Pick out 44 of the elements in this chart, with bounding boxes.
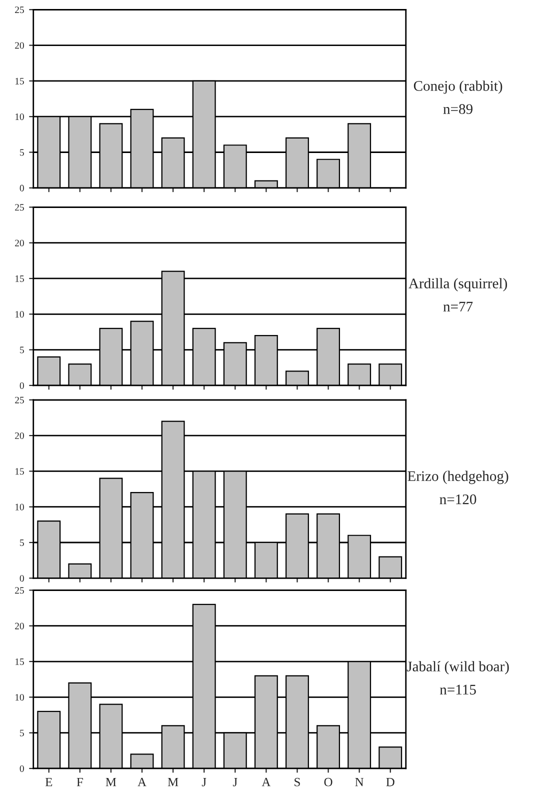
text: Jabalí (wild boar) <box>406 661 509 674</box>
y-tick-label: 15 <box>15 468 24 475</box>
text: n=77 <box>443 302 473 312</box>
y-tick-label: 5 <box>20 346 24 354</box>
y-tick-label: 15 <box>15 275 24 282</box>
y-tick-label: 0 <box>20 382 24 389</box>
x-tick-label: M <box>168 778 178 786</box>
x-tick-label: A <box>138 778 146 786</box>
y-tick-label: 5 <box>20 730 24 736</box>
x-tick-label: M <box>106 778 116 786</box>
y-tick-label: 5 <box>20 540 24 546</box>
x-tick-label: N <box>355 778 364 786</box>
y-tick-label: 25 <box>15 587 24 594</box>
y-tick-label: 20 <box>15 42 24 49</box>
x-tick-label: S <box>294 778 300 786</box>
x-tick-label: D <box>386 778 394 786</box>
text: Conejo (rabbit) <box>414 80 502 94</box>
y-tick-label: 25 <box>15 204 24 211</box>
x-tick-label: J <box>232 778 238 786</box>
x-tick-label: O <box>324 778 332 786</box>
y-tick-label: 10 <box>15 114 24 120</box>
y-tick-label: 15 <box>15 78 24 84</box>
text: Ardilla (squirrel) <box>408 278 507 292</box>
y-tick-label: 15 <box>15 658 24 665</box>
text: n=115 <box>440 684 476 695</box>
y-tick-label: 20 <box>15 240 24 246</box>
y-tick-label: 25 <box>15 396 24 404</box>
x-tick-label: E <box>45 778 52 786</box>
y-tick-label: 10 <box>15 504 24 510</box>
y-tick-label: 5 <box>20 149 24 156</box>
y-tick-label: 0 <box>20 765 24 772</box>
y-tick-label: 0 <box>20 575 24 582</box>
y-tick-label: 10 <box>15 694 24 701</box>
y-tick-label: 0 <box>20 184 24 192</box>
text: n=120 <box>440 494 476 504</box>
x-tick-label: F <box>76 778 83 786</box>
text: n=89 <box>443 104 472 114</box>
y-tick-label: 20 <box>15 432 24 440</box>
y-tick-label: 20 <box>15 622 24 630</box>
y-tick-label: 25 <box>15 6 24 14</box>
y-tick-label: 10 <box>15 311 24 318</box>
x-tick-label: A <box>262 778 271 786</box>
x-tick-label: J <box>202 778 206 786</box>
text: Erizo (hedgehog) <box>408 470 508 484</box>
